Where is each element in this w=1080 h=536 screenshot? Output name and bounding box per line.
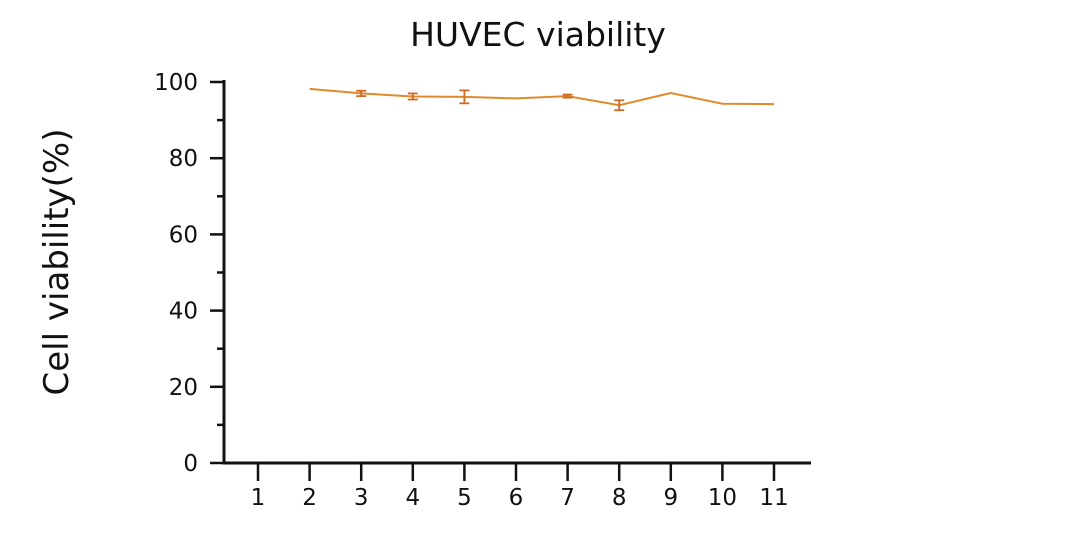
x-tick-label: 10 bbox=[708, 485, 737, 511]
x-tick-label: 8 bbox=[612, 485, 627, 511]
series-layer bbox=[309, 87, 775, 112]
x-axis-ticks: 1 2 3 4 5 6 7 8 9 10 11 bbox=[251, 463, 789, 511]
data-point bbox=[562, 93, 573, 99]
y-tick-label: 20 bbox=[169, 375, 198, 401]
x-tick-label: 7 bbox=[560, 485, 575, 511]
chart-title: HUVEC viability bbox=[410, 15, 666, 54]
x-tick-label: 6 bbox=[509, 485, 524, 511]
y-tick-label: 40 bbox=[169, 299, 198, 325]
data-point bbox=[614, 99, 625, 112]
data-point bbox=[459, 89, 470, 105]
x-tick-label: 11 bbox=[759, 485, 788, 511]
y-tick-label: 60 bbox=[169, 222, 198, 248]
y-tick-label: 100 bbox=[154, 70, 198, 96]
x-tick-label: 3 bbox=[354, 485, 369, 511]
y-axis-label: Cell viability(%) bbox=[37, 129, 77, 396]
y-axis-ticks: 0 20 40 60 80 100 bbox=[154, 70, 224, 477]
x-tick-label: 1 bbox=[251, 485, 266, 511]
series-line bbox=[309, 87, 775, 107]
x-tick-label: 2 bbox=[302, 485, 317, 511]
data-point bbox=[356, 89, 367, 97]
y-tick-label: 80 bbox=[169, 146, 198, 172]
x-tick-label: 5 bbox=[457, 485, 472, 511]
x-tick-label: 9 bbox=[663, 485, 678, 511]
y-tick-label: 0 bbox=[183, 451, 198, 477]
x-tick-label: 4 bbox=[405, 485, 420, 511]
data-point bbox=[407, 92, 418, 101]
